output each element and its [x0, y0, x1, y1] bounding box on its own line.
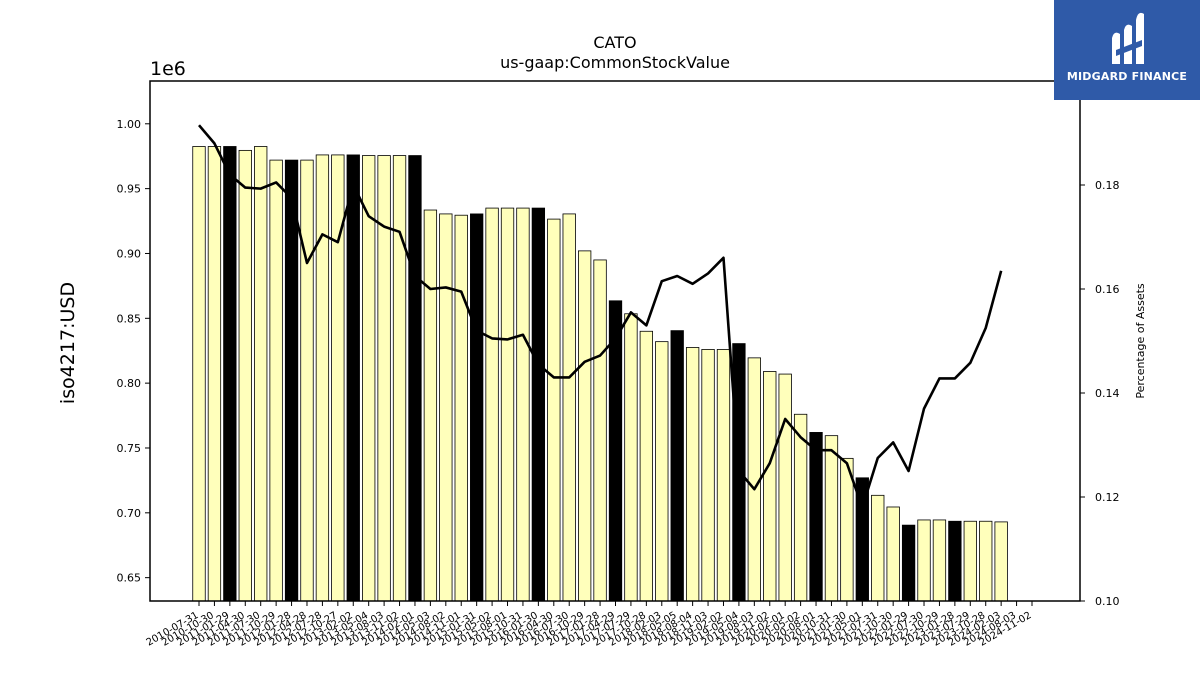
bars-group — [192, 146, 1008, 602]
bar-2022-10-29 — [932, 519, 947, 602]
bar-2013-02-02 — [346, 154, 360, 602]
bar-2018-05-05 — [670, 330, 684, 602]
bar-2010-10-30 — [207, 146, 222, 602]
y2-ticks: 0.10 0.12 0.14 0.16 0.18 — [1080, 179, 1120, 608]
bar-2019-02-02 — [716, 349, 731, 602]
percentage-line — [198, 124, 1003, 509]
brand-name: MIDGARD FINANCE — [1066, 70, 1188, 83]
bar-2018-11-03 — [701, 349, 715, 602]
bar-2016-01-30 — [531, 207, 546, 602]
bar-2012-07-28 — [315, 154, 330, 602]
bar-2024-02-03 — [994, 521, 1008, 602]
bar-2014-11-01 — [454, 214, 468, 602]
y-tick-label: 0.95 — [117, 183, 142, 196]
bar-2015-10-31 — [516, 207, 530, 602]
bar-2013-11-02 — [392, 155, 407, 602]
bar-2022-01-29 — [901, 524, 916, 602]
y-tick-label: 0.70 — [117, 507, 142, 520]
bar-2013-05-04 — [362, 155, 376, 602]
y-tick-label: 0.85 — [117, 312, 142, 325]
bar-2023-01-28 — [948, 520, 962, 602]
y-tick-label: 0.75 — [117, 442, 142, 455]
y2-tick-label: 0.10 — [1095, 595, 1120, 608]
bar-2016-10-29 — [578, 250, 592, 602]
bar-2015-08-01 — [500, 207, 515, 602]
bar-2011-10-29 — [269, 159, 283, 602]
bar-2018-02-03 — [655, 341, 669, 602]
bar-2019-11-02 — [763, 371, 777, 602]
bar-2021-07-31 — [871, 494, 885, 602]
bar-2018-08-04 — [685, 347, 700, 602]
bar-2015-05-02 — [485, 207, 499, 602]
bar-2012-01-28 — [284, 159, 299, 602]
plot-frame — [149, 80, 1081, 602]
y2-tick-label: 0.18 — [1095, 179, 1120, 192]
bar-2017-01-28 — [593, 259, 607, 602]
chart-title-group: CATO us-gaap:CommonStockValue — [500, 33, 730, 72]
y2-tick-label: 0.14 — [1095, 387, 1120, 400]
brand-logo: MIDGARD FINANCE — [1054, 0, 1200, 100]
x-ticks: 2010-07-312010-10-302011-01-292011-04-30… — [145, 601, 1034, 649]
y-axis-label: iso4217:USD — [57, 282, 79, 404]
bar-2016-07-30 — [562, 213, 576, 602]
y-tick-label: 0.65 — [117, 572, 142, 585]
y2-tick-label: 0.12 — [1095, 491, 1120, 504]
y-tick-label: 1.00 — [117, 118, 142, 131]
y2-axis-label: Percentage of Assets — [1134, 283, 1147, 399]
bar-2011-07-30 — [254, 146, 268, 602]
bar-2011-04-30 — [238, 149, 252, 602]
bar-2014-08-02 — [439, 213, 453, 602]
bar-2020-02-01 — [778, 373, 792, 602]
bar-2015-01-31 — [470, 213, 484, 602]
bar-2021-01-30 — [840, 457, 854, 602]
y-ticks: 0.65 0.70 0.75 0.80 0.85 0.90 0.95 1.00 — [117, 118, 150, 585]
chart-subtitle: us-gaap:CommonStockValue — [500, 53, 730, 72]
bar-2023-10-28 — [979, 520, 993, 602]
chart-title: CATO — [593, 33, 636, 52]
bar-2023-07-29 — [963, 520, 977, 602]
bar-2017-07-29 — [624, 313, 638, 602]
bar-2021-10-30 — [886, 506, 900, 602]
bar-2014-02-01 — [408, 155, 422, 602]
bar-2011-01-29 — [223, 146, 237, 602]
bar-2020-10-31 — [824, 435, 839, 602]
bar-2022-07-30 — [917, 519, 931, 602]
y-tick-label: 0.90 — [117, 247, 142, 260]
bar-2016-04-30 — [547, 218, 561, 602]
bar-2010-07-31 — [192, 146, 206, 602]
bar-2020-08-01 — [809, 432, 823, 602]
bar-2017-04-29 — [608, 300, 623, 602]
bar-2012-04-28 — [300, 159, 314, 602]
y2-tick-label: 0.16 — [1095, 283, 1120, 296]
y-tick-label: 0.80 — [117, 377, 142, 390]
midgard-logo-icon — [1112, 12, 1144, 65]
bar-2017-10-28 — [639, 330, 653, 602]
bar-2014-05-03 — [423, 209, 438, 602]
y-offset-label: 1e6 — [150, 58, 186, 80]
